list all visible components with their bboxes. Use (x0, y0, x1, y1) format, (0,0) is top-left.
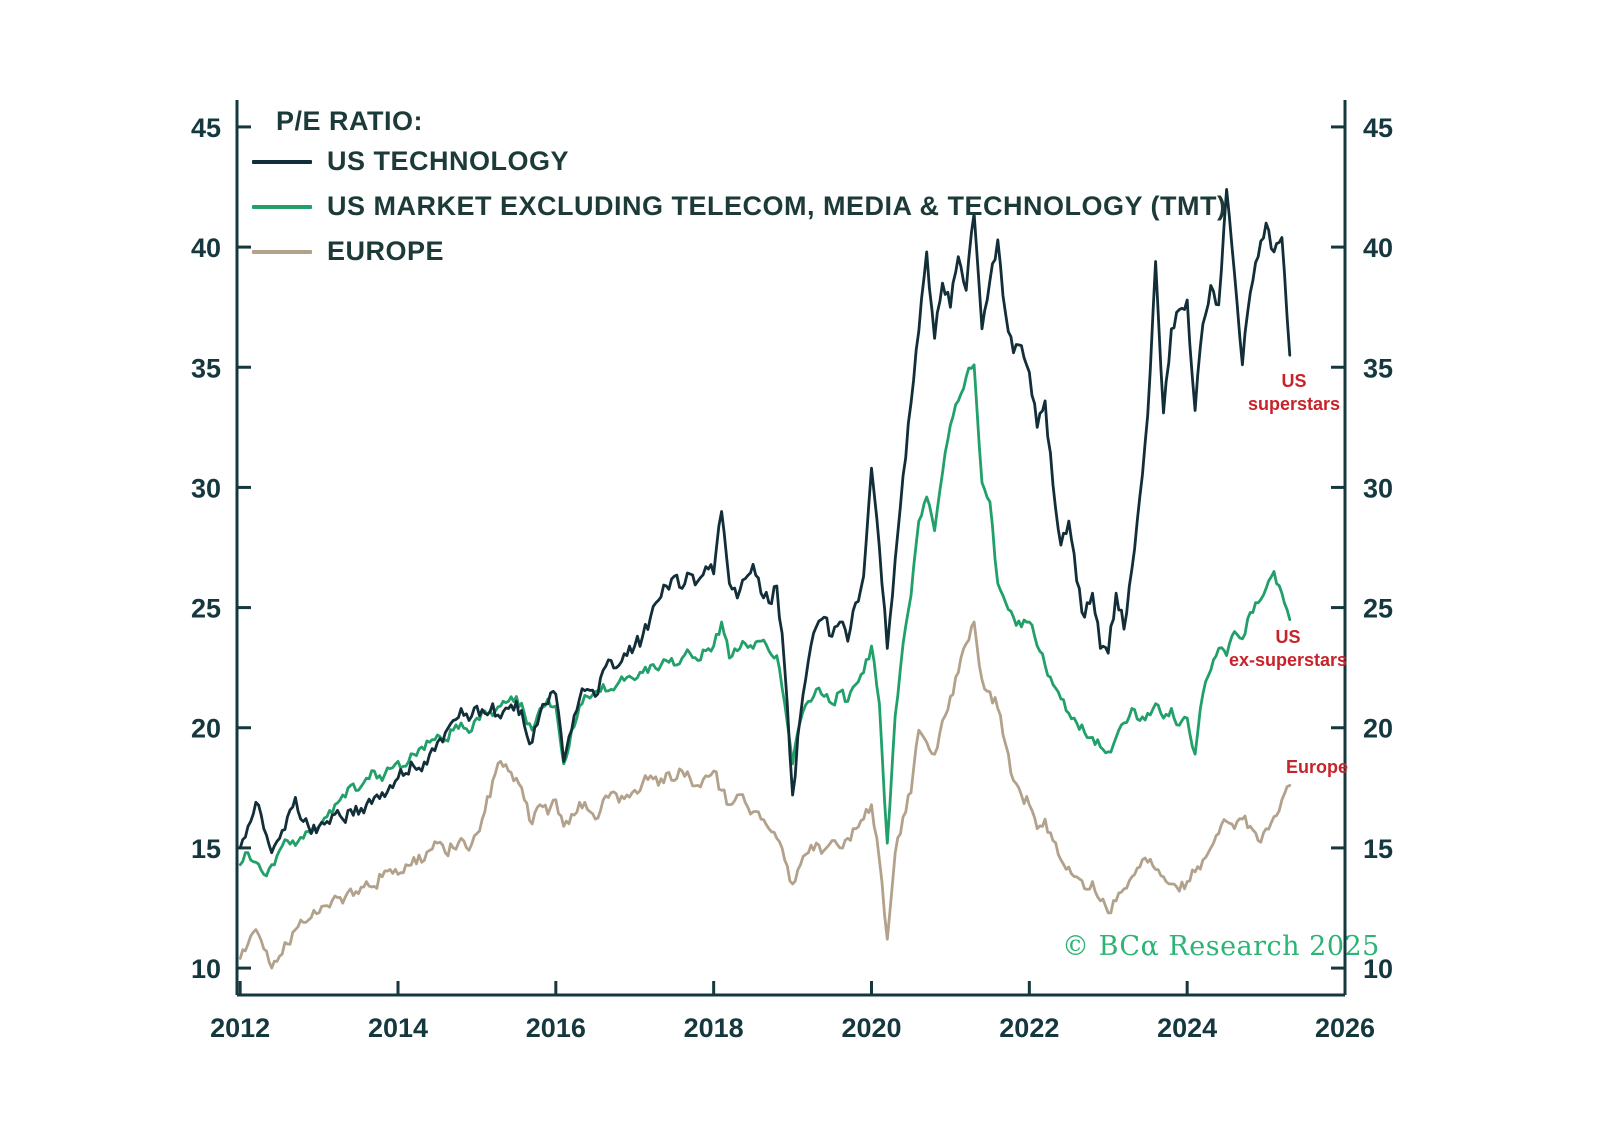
y-tick-label-left: 30 (191, 473, 221, 503)
x-tick-label: 2026 (1315, 1013, 1375, 1043)
y-tick-label-right: 40 (1363, 233, 1393, 263)
series-line-us-ex-tmt (238, 363, 1292, 878)
y-tick-label-right: 15 (1363, 834, 1393, 864)
y-tick-label-right: 20 (1363, 714, 1393, 744)
annotation-us-ex-superstars: US ex-superstars (1228, 627, 1348, 670)
us-ex-tmt-line-swatch (252, 204, 312, 209)
legend-title: P/E RATIO: (276, 106, 424, 136)
us-technology-line-swatch (252, 159, 312, 164)
x-tick-label: 2022 (999, 1013, 1059, 1043)
legend-label-us-technology: US TECHNOLOGY (327, 146, 570, 176)
legend-item-europe: EUROPE (252, 236, 1226, 267)
y-tick-label-left: 35 (191, 353, 221, 383)
x-tick-label: 2024 (1157, 1013, 1217, 1043)
chart-legend: P/E RATIO: US TECHNOLOGY US MARKET EXCLU… (252, 106, 1226, 281)
y-tick-label-right: 35 (1363, 353, 1393, 383)
y-tick-label-left: 25 (191, 594, 221, 624)
y-tick-label-right: 30 (1363, 473, 1393, 503)
annotation-us-superstars: US superstars (1247, 371, 1341, 414)
bca-research-watermark: © BCα Research 2025 (1062, 931, 1380, 962)
y-tick-label-right: 25 (1363, 594, 1393, 624)
x-tick-label: 2020 (841, 1013, 901, 1043)
y-tick-label-left: 10 (191, 954, 221, 984)
y-tick-label-left: 45 (191, 113, 221, 143)
legend-label-europe: EUROPE (327, 236, 445, 266)
y-tick-label-left: 40 (191, 233, 221, 263)
x-tick-label: 2014 (368, 1013, 428, 1043)
y-tick-label-left: 20 (191, 714, 221, 744)
x-tick-label: 2018 (684, 1013, 744, 1043)
series-line-us-technology (238, 187, 1292, 855)
europe-line-swatch (252, 249, 312, 254)
y-tick-label-right: 45 (1363, 113, 1393, 143)
legend-label-us-ex-tmt: US MARKET EXCLUDING TELECOM, MEDIA & TEC… (327, 191, 1227, 221)
series-line-europe (238, 620, 1292, 970)
x-tick-label: 2012 (210, 1013, 270, 1043)
annotation-europe: Europe (1285, 757, 1348, 777)
legend-item-us-ex-tmt: US MARKET EXCLUDING TELECOM, MEDIA & TEC… (252, 191, 1226, 222)
y-tick-label-left: 15 (191, 834, 221, 864)
legend-item-us-technology: US TECHNOLOGY (252, 146, 1226, 177)
y-tick-label-right: 10 (1363, 954, 1393, 984)
x-tick-label: 2016 (526, 1013, 586, 1043)
